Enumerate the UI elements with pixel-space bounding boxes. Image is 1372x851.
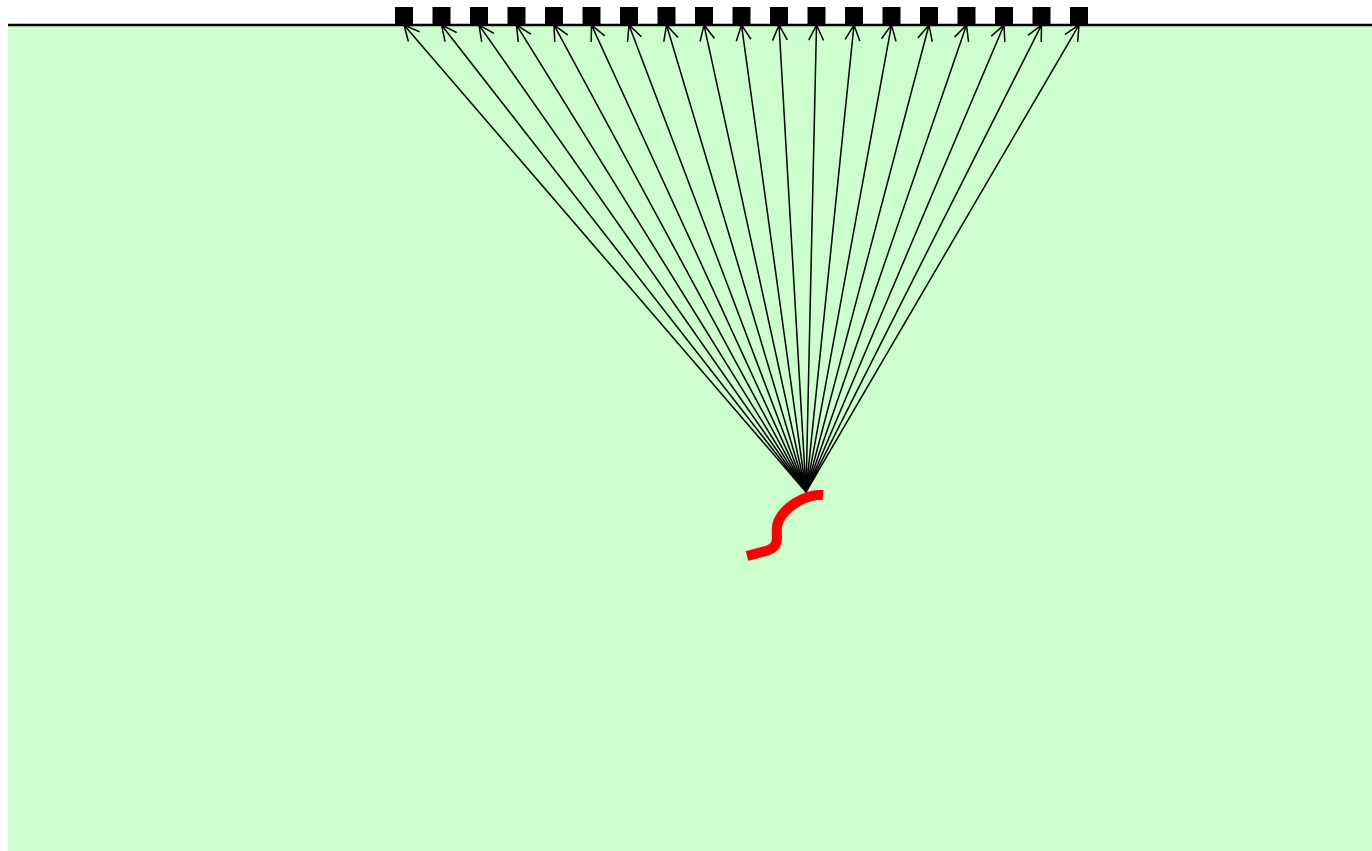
ray xyxy=(628,24,807,493)
ray xyxy=(805,24,855,493)
receiver xyxy=(657,7,676,25)
receiver xyxy=(995,7,1013,25)
arrow-head xyxy=(478,24,483,42)
arrow-head xyxy=(1064,24,1080,36)
rays xyxy=(403,24,1080,493)
ray xyxy=(778,24,807,493)
receiver xyxy=(545,7,563,25)
arrow-head xyxy=(853,24,861,42)
arrow-head xyxy=(815,24,825,41)
fault xyxy=(745,489,824,561)
arrow-head xyxy=(478,24,495,34)
arrow-head xyxy=(626,24,630,43)
receiver xyxy=(845,7,863,25)
arrow-head xyxy=(553,24,569,36)
arrow-head xyxy=(628,24,642,38)
arrow-head xyxy=(844,24,855,40)
arrow-head xyxy=(440,24,446,42)
ray xyxy=(478,24,807,493)
arrow-head xyxy=(553,24,556,43)
arrow-head xyxy=(1076,24,1080,43)
ray xyxy=(805,24,968,493)
receiver xyxy=(620,7,638,25)
arrow-head xyxy=(515,24,520,42)
ray xyxy=(590,24,807,493)
ray xyxy=(440,24,807,493)
arrow-head xyxy=(953,24,968,38)
arrow-head xyxy=(740,24,752,40)
ray xyxy=(553,24,807,493)
receiver xyxy=(882,7,901,25)
arrow-head xyxy=(771,24,780,41)
receiver xyxy=(732,7,751,25)
arrow-head xyxy=(917,24,930,39)
receiver xyxy=(582,7,601,25)
arrow-head xyxy=(441,24,458,34)
receiver xyxy=(395,7,413,25)
receiver xyxy=(470,7,488,25)
arrow-head xyxy=(403,24,420,33)
arrow-head xyxy=(965,24,970,42)
arrow-head xyxy=(591,24,606,37)
ray xyxy=(805,24,893,493)
ray xyxy=(805,24,1005,493)
arrow-head xyxy=(990,24,1005,37)
receivers xyxy=(395,7,1088,25)
ray xyxy=(665,24,807,493)
ray xyxy=(805,24,1080,493)
ray xyxy=(740,24,807,493)
arrow-head xyxy=(880,24,893,40)
arrow-head xyxy=(699,24,705,42)
receiver xyxy=(770,7,788,25)
receiver xyxy=(807,7,826,25)
ray xyxy=(805,24,1043,493)
arrow-head xyxy=(928,24,933,42)
arrow-head xyxy=(1003,24,1006,43)
arrow-head xyxy=(403,24,410,42)
arrow-head xyxy=(516,24,532,35)
receiver xyxy=(920,7,938,25)
ray xyxy=(703,24,807,493)
arrow-head xyxy=(703,24,716,39)
receiver xyxy=(432,7,451,25)
receiver xyxy=(1070,7,1088,25)
arrow-head xyxy=(735,24,743,42)
receiver xyxy=(695,7,713,25)
ray xyxy=(805,24,818,493)
arrow-head xyxy=(665,24,679,39)
receiver xyxy=(507,7,526,25)
arrow-head xyxy=(890,24,897,42)
arrow-head xyxy=(1027,24,1042,36)
receiver xyxy=(957,7,976,25)
arrow-head xyxy=(808,24,818,41)
ray xyxy=(515,24,807,493)
subsurface xyxy=(8,25,1372,851)
arrow-head xyxy=(663,24,668,42)
arrow-head xyxy=(778,24,788,41)
ray xyxy=(403,24,807,493)
receiver xyxy=(1032,7,1051,25)
ray xyxy=(805,24,930,493)
